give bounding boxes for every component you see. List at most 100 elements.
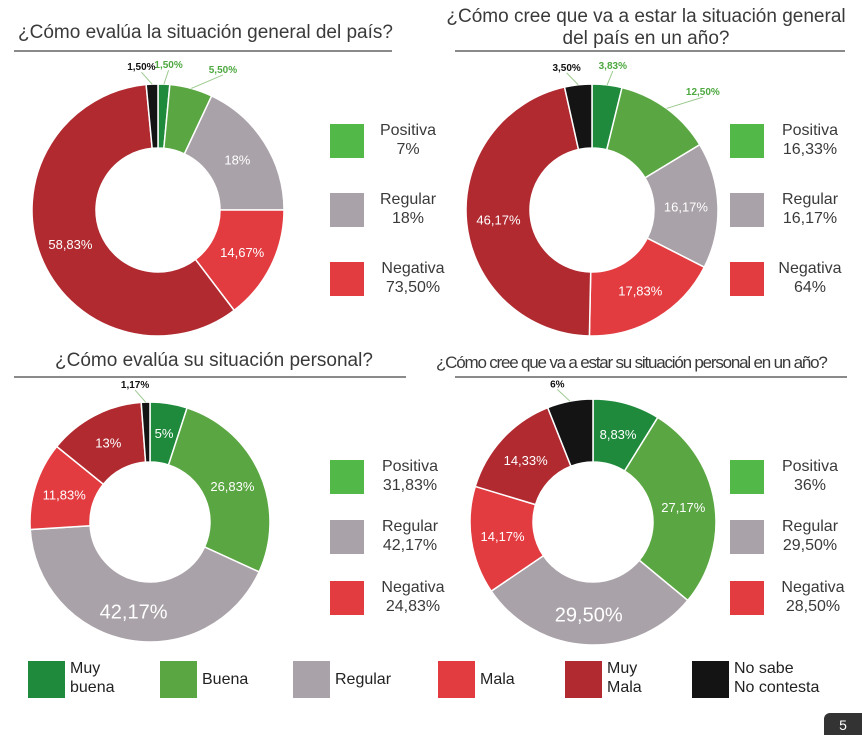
swatch-negativa <box>730 581 764 615</box>
slice-label-buena: 5,50% <box>209 65 237 76</box>
legend-line: No sabe <box>734 660 794 677</box>
donut-slice-regular <box>490 554 689 646</box>
summary-3-regular: Regular 42,17% <box>368 517 452 555</box>
summary-label: Positiva <box>781 458 839 475</box>
legend-label-mala: Mala <box>480 671 515 688</box>
summary-value: 31,83% <box>382 477 438 494</box>
slice-label-no-sabe: 6% <box>550 379 565 390</box>
donut-chart-2: 3,83% 12,50% 16,17% 17,83% 46,17% 3,50% <box>465 61 720 337</box>
legend-line: Muy <box>70 660 101 677</box>
swatch-negativa <box>730 262 764 296</box>
swatch-positiva <box>730 460 764 494</box>
slice-label-muy-mala: 14,33% <box>504 453 549 468</box>
summary-value: 42,17% <box>382 537 438 554</box>
slice-label-regular: 42,17% <box>100 601 168 623</box>
swatch-regular <box>730 520 764 554</box>
donut-slice-regular <box>183 94 285 211</box>
page-number: 5 <box>824 713 862 735</box>
leader-line <box>163 69 170 85</box>
legend-label-muy-buena: Muy buena <box>70 659 115 697</box>
leader-line <box>191 74 224 89</box>
summary-3-positiva: Positiva 31,83% <box>368 457 452 495</box>
slice-label-buena: 12,50% <box>686 87 720 98</box>
slice-label-muy-mala: 58,83% <box>48 237 93 252</box>
slice-label-muy-buena: 3,83% <box>599 61 627 72</box>
legend-label-buena: Buena <box>202 671 249 688</box>
legend-line: Mala <box>607 679 642 696</box>
summary-label: Negativa <box>781 579 845 596</box>
donut-slice-no-sabe <box>563 83 593 151</box>
chart-4-title: ¿Cómo cree que va a estar su situación p… <box>436 353 828 372</box>
chart-3-title: ¿Cómo evalúa su situación personal? <box>55 350 373 371</box>
slice-label-regular: 29,50% <box>555 604 623 626</box>
slice-label-mala: 11,83% <box>43 488 87 503</box>
summary-1-positiva: Positiva 7% <box>368 121 448 159</box>
donut-chart-3: 5% 26,83% 42,17% 11,83% 13% 1,17% <box>29 380 271 643</box>
legend-swatch-buena <box>160 661 197 698</box>
swatch-negativa <box>330 262 364 296</box>
donut-slice-buena <box>167 406 271 573</box>
summary-4-negativa: Negativa 28,50% <box>768 578 858 616</box>
leader-line <box>556 389 571 402</box>
swatch-regular <box>330 520 364 554</box>
swatch-regular <box>330 193 364 227</box>
chart-2-title-text: ¿Cómo cree que va a estar la situación g… <box>446 6 846 49</box>
summary-label: Positiva <box>381 458 439 475</box>
legend-swatch-mala <box>438 661 475 698</box>
chart-2-rule <box>455 50 845 52</box>
summary-label: Positiva <box>379 122 437 139</box>
legend-swatch-regular <box>293 661 330 698</box>
summary-1-regular: Regular 18% <box>368 190 448 228</box>
summary-label: Negativa <box>381 260 445 277</box>
legend-label-muy-mala: Muy Mala <box>607 659 642 697</box>
leader-line <box>566 72 579 86</box>
donut-slice-muy-mala <box>31 83 236 337</box>
category-legend: Muy buena Buena Regular Mala Muy Mala No… <box>0 655 862 705</box>
chart-1-rule <box>14 50 392 52</box>
swatch-regular <box>730 193 764 227</box>
donut-chart-1: 1,50% 5,50% 18% 14,67% 58,83% 1,50% <box>31 60 285 337</box>
summary-label: Regular <box>379 191 437 208</box>
leader-line <box>134 389 146 403</box>
donut-slice-no-sabe <box>140 401 151 463</box>
swatch-positiva <box>330 460 364 494</box>
legend-swatch-muy-buena <box>28 661 65 698</box>
donut-slice-no-sabe <box>145 83 159 150</box>
legend-label-no-sabe: No sabe No contesta <box>734 659 819 697</box>
slice-label-regular: 16,17% <box>664 200 709 215</box>
legend-swatch-muy-mala <box>565 661 602 698</box>
donut-slice-buena <box>623 416 717 602</box>
summary-2-regular: Regular 16,17% <box>768 190 852 228</box>
swatch-negativa <box>330 581 364 615</box>
slice-label-no-sabe: 1,17% <box>121 380 149 391</box>
slice-label-mala: 14,67% <box>220 245 265 260</box>
swatch-positiva <box>330 124 364 158</box>
legend-line: No contesta <box>734 679 820 696</box>
summary-value: 64% <box>793 279 827 296</box>
legend-swatch-no-sabe <box>692 661 729 698</box>
leader-line <box>606 70 614 86</box>
slice-label-mala: 14,17% <box>481 529 526 544</box>
summary-label: Negativa <box>778 260 842 277</box>
summary-4-regular: Regular 29,50% <box>768 517 852 555</box>
slice-label-no-sabe: 3,50% <box>552 63 580 74</box>
swatch-positiva <box>730 124 764 158</box>
summary-label: Regular <box>381 518 439 535</box>
donut-chart-4: 8,83% 27,17% 29,50% 14,17% 14,33% 6% <box>469 379 717 646</box>
summary-label: Regular <box>781 518 839 535</box>
slice-label-mala: 17,83% <box>618 284 663 299</box>
slice-label-muy-mala: 13% <box>95 435 121 450</box>
slice-label-muy-mala: 46,17% <box>476 212 521 227</box>
legend-label-regular: Regular <box>335 671 392 688</box>
donut-slice-no-sabe <box>546 398 594 468</box>
summary-2-negativa: Negativa 64% <box>768 259 852 297</box>
leader-line <box>666 96 704 109</box>
summary-value: 18% <box>391 210 425 227</box>
summary-label: Regular <box>781 191 839 208</box>
summary-3-negativa: Negativa 24,83% <box>368 578 458 616</box>
donut-slice-muy-mala <box>465 86 592 337</box>
slice-label-muy-buena: 5% <box>155 426 174 441</box>
summary-4-positiva: Positiva 36% <box>768 457 852 495</box>
chart-1-title: ¿Cómo evalúa la situación general del pa… <box>18 22 393 43</box>
chart-2-title: ¿Cómo cree que va a estar la situación g… <box>440 6 852 50</box>
